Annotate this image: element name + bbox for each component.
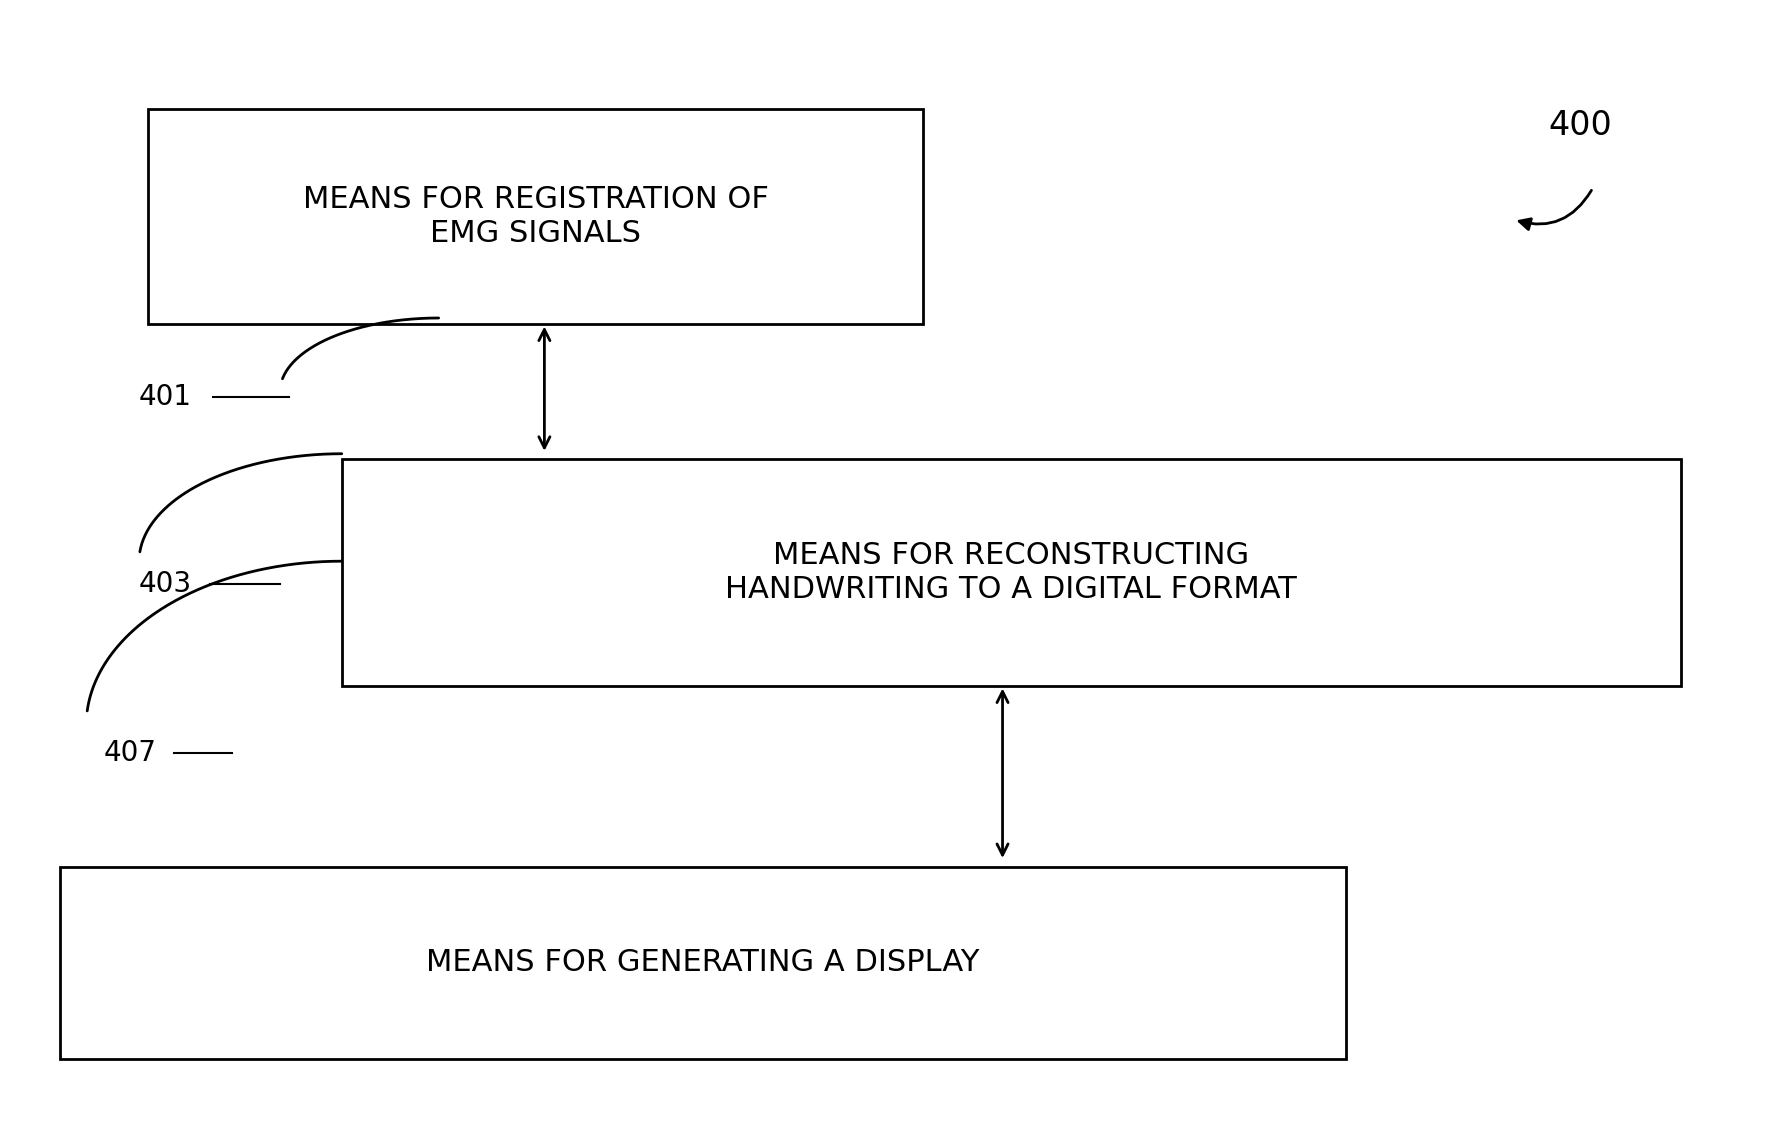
Text: MEANS FOR RECONSTRUCTING
HANDWRITING TO A DIGITAL FORMAT: MEANS FOR RECONSTRUCTING HANDWRITING TO … xyxy=(725,542,1296,603)
Text: MEANS FOR GENERATING A DISPLAY: MEANS FOR GENERATING A DISPLAY xyxy=(426,948,980,977)
Text: 403: 403 xyxy=(139,570,192,598)
Bar xyxy=(60,867,1346,1059)
Text: 401: 401 xyxy=(139,384,192,411)
Bar xyxy=(341,459,1680,686)
FancyArrowPatch shape xyxy=(1518,190,1591,229)
Text: 407: 407 xyxy=(103,740,156,767)
Text: MEANS FOR REGISTRATION OF
EMG SIGNALS: MEANS FOR REGISTRATION OF EMG SIGNALS xyxy=(302,184,769,247)
Bar xyxy=(147,109,924,324)
Text: 400: 400 xyxy=(1549,109,1613,142)
